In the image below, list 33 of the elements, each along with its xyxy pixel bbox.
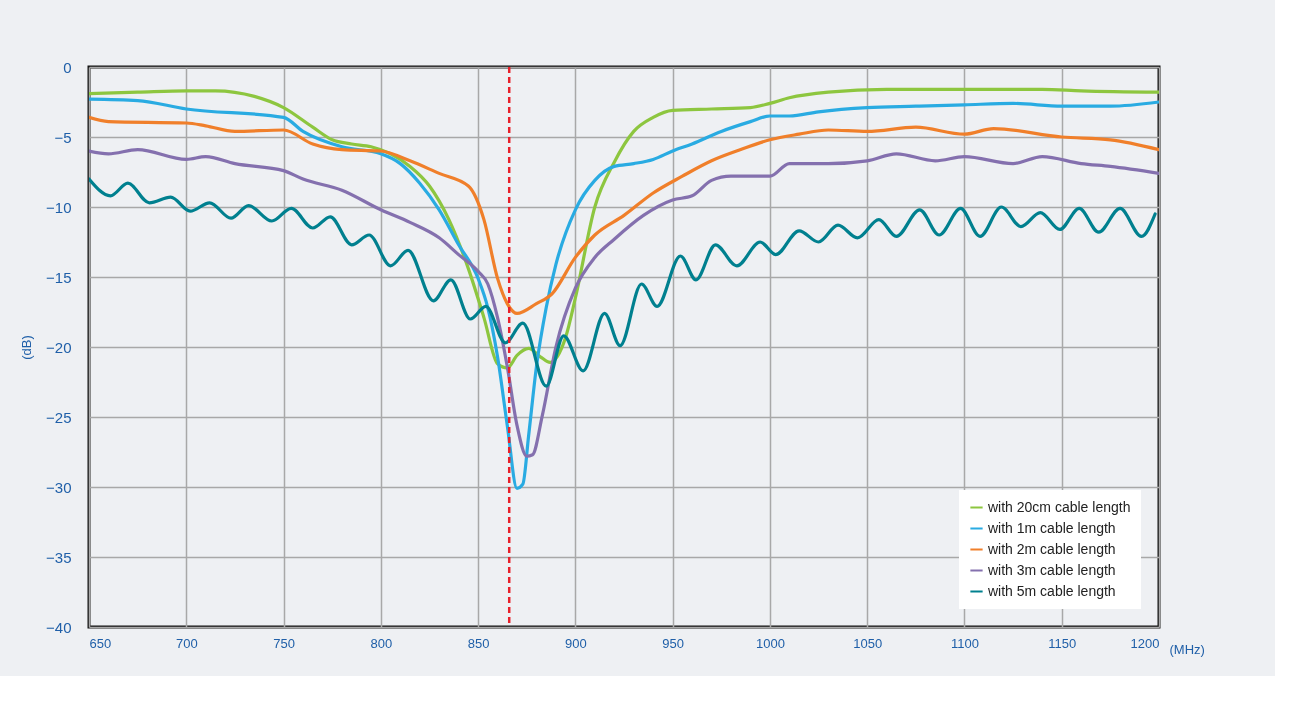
legend-label: with 5m cable length [987,582,1116,599]
y-tick-label: −40 [46,618,72,636]
line-series [89,177,1157,388]
x-axis-title: (MHz) [1169,641,1205,657]
x-tick-label: 1150 [1048,635,1077,651]
line-series [89,148,1159,458]
y-tick-label: −35 [46,548,72,566]
x-tick-label: 800 [370,635,393,651]
x-tick-label: 1000 [755,635,785,651]
y-tick-label: −20 [46,338,72,356]
legend-label: with 2m cable length [987,540,1116,557]
x-tick-label: 1200 [1130,635,1160,651]
y-tick-label: −15 [46,268,72,286]
y-tick-label: −5 [54,128,72,146]
y-axis-title: (dB) [19,335,35,360]
legend-label: with 20cm cable length [987,498,1131,515]
x-tick-label: 900 [565,635,587,651]
x-tick-label: 1100 [950,635,979,651]
x-tick-label: 700 [175,635,198,651]
x-tick-label: 850 [467,635,490,651]
x-tick-label: 650 [89,635,112,651]
x-tick-label: 950 [662,635,684,651]
y-tick-label: 0 [63,58,72,76]
x-tick-label: 1050 [853,635,883,651]
line-series [89,97,1159,490]
legend-label: with 1m cable length [987,519,1116,536]
line-series [89,115,1159,315]
line-series [89,87,1159,370]
y-tick-label: −10 [46,198,72,216]
y-tick-label: −25 [46,408,72,426]
legend-label: with 3m cable length [987,561,1116,578]
y-tick-label: −30 [46,478,72,496]
x-tick-label: 750 [273,635,295,651]
